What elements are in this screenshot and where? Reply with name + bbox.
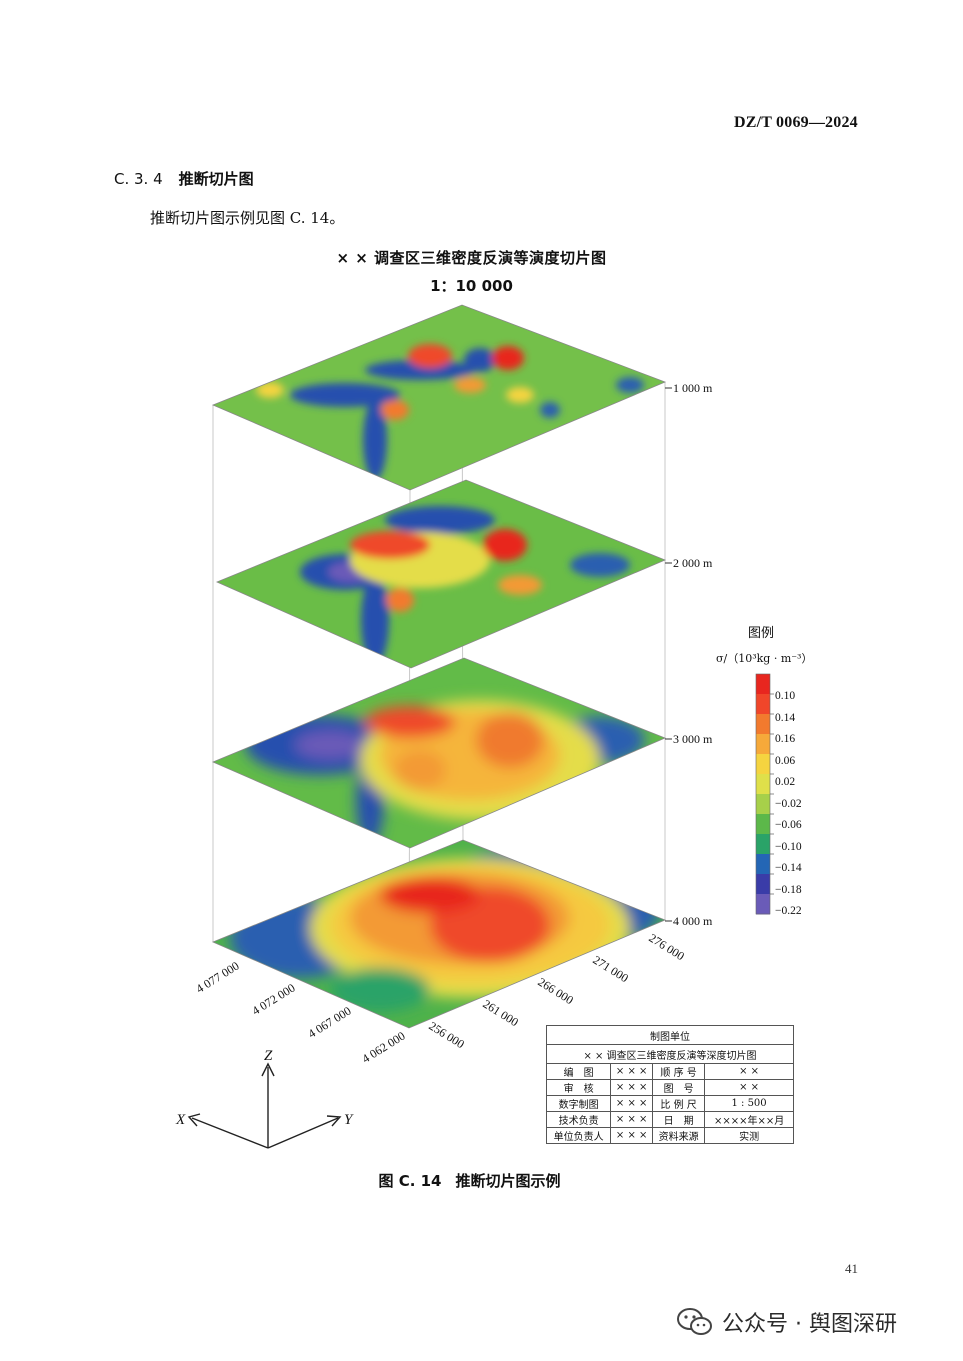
legend-label: −0.06 (775, 819, 802, 831)
watermark-text: 公众号 · 舆图深研 (722, 1312, 897, 1337)
legend-label: −0.22 (775, 905, 802, 917)
figure-caption: 图 C. 14 推断切片图示例 (0, 1170, 951, 1191)
info-table-cell: 顺 序 号 (652, 1063, 706, 1080)
watermark: 公众号 · 舆图深研 (676, 1306, 897, 1338)
depth-label-3000: 3 000 m (673, 732, 713, 746)
page-number: 41 (845, 1261, 858, 1276)
info-table-cell: 日 期 (652, 1111, 706, 1128)
x-tick-label: 4 062 000 (359, 1029, 407, 1066)
info-table-cell: 资料来源 (652, 1127, 706, 1144)
depth-label-2000: 2 000 m (673, 556, 713, 570)
wechat-icon (677, 1308, 712, 1335)
info-table-cell: × × (704, 1063, 794, 1080)
axis-letter-y: Y (344, 1112, 354, 1128)
info-table-cell: × × × (610, 1111, 654, 1128)
axis-letter-x: X (175, 1112, 186, 1128)
x-tick-label: 4 067 000 (305, 1004, 353, 1041)
legend-label: 0.06 (775, 754, 796, 767)
legend-labels: 0.10 0.14 0.16 0.06 0.02 −0.02 −0.06 −0.10 −0.14… (775, 686, 802, 923)
info-table-row: 单位负责人 × × × 资料来源 实测 (545, 1127, 794, 1144)
legend-swatch (756, 734, 770, 755)
info-table-cell: 图 号 (652, 1079, 706, 1096)
caption-title: 推断切片图示例 (455, 1172, 561, 1190)
info-table-subheader: × × 调查区三维密度反演等深度切片图 (546, 1044, 794, 1064)
legend-label: −0.02 (775, 797, 802, 810)
info-table-cell: 实测 (704, 1127, 794, 1144)
section-heading: C. 3. 4 推断切片图 (114, 168, 254, 189)
axis-indicator (187, 1062, 342, 1149)
y-tick-label: 256 000 (426, 1019, 466, 1052)
caption-number: 图 C. 14 (378, 1172, 442, 1190)
density-slice-1000m (211, 304, 667, 491)
density-slice-4000m (211, 839, 667, 1029)
info-table-cell: 审 核 (545, 1079, 612, 1096)
legend-swatch (756, 694, 770, 715)
legend-swatch (756, 874, 770, 895)
info-table-cell: 数字制图 (545, 1095, 612, 1112)
density-slice-3000m (211, 657, 667, 849)
info-table-row: 技术负责 × × × 日 期 ××××年××月 (545, 1111, 794, 1128)
legend-label: 0.16 (775, 733, 796, 745)
legend-swatch (756, 714, 770, 735)
depth-label-1000: 1 000 m (673, 381, 713, 395)
legend-label: 0.10 (775, 690, 796, 702)
figure-scale: 1：10 000 (430, 277, 513, 295)
section-title: 推断切片图 (178, 170, 254, 188)
legend-label: −0.18 (775, 883, 802, 896)
figure-title: × × 调查区三维密度反演等演度切片图 (336, 249, 607, 267)
legend-label: −0.10 (775, 840, 802, 853)
legend-label: 0.14 (775, 711, 796, 724)
legend-swatch (756, 754, 770, 775)
info-table-row: 编 图 × × × 顺 序 号 × × (545, 1063, 794, 1080)
info-table-cell: × × × (610, 1063, 654, 1080)
info-table-cell: 1 : 500 (704, 1095, 794, 1112)
info-table-cell: ××××年××月 (704, 1111, 794, 1128)
density-slice-2000m (215, 479, 667, 669)
depth-ticks (665, 387, 672, 922)
legend-swatch (756, 854, 770, 875)
standard-code: DZ/T 0069—2024 (734, 114, 858, 131)
legend-label: −0.14 (775, 862, 802, 874)
legend-label: 0.02 (775, 776, 796, 788)
depth-label-4000: 4 000 m (673, 914, 713, 928)
info-table-row: 审 核 × × × 图 号 × × (545, 1079, 794, 1096)
legend-color-bar (755, 673, 774, 915)
legend-swatch (756, 834, 770, 855)
info-table-cell: × × × (610, 1095, 654, 1112)
y-tick-label: 261 000 (480, 997, 520, 1030)
y-tick-label: 271 000 (590, 953, 630, 986)
info-table-cell: 单位负责人 (545, 1127, 612, 1144)
info-table-cell: 编 图 (545, 1063, 612, 1080)
body-paragraph: 推断切片图示例见图 C. 14。 (150, 209, 345, 227)
legend-swatch (756, 894, 770, 915)
axis-letter-z: Z (264, 1048, 273, 1064)
legend-swatch (756, 774, 770, 795)
y-tick-label: 266 000 (535, 975, 575, 1008)
y-tick-label: 276 000 (646, 931, 686, 964)
info-table-cell: 比 例 尺 (652, 1095, 706, 1112)
info-table-header: 制图单位 (546, 1025, 794, 1045)
legend-swatch (756, 794, 770, 815)
info-table-cell: × × × (610, 1079, 654, 1096)
x-tick-label: 4 077 000 (193, 959, 241, 996)
legend-swatch (756, 674, 770, 695)
legend-unit: σ/（10³kg · m⁻³） (716, 652, 813, 665)
info-table-cell: × × × (610, 1127, 654, 1144)
map-info-table: 制图单位 × × 调查区三维密度反演等深度切片图 编 图 × × × 顺 序 号 × … (545, 1025, 794, 1144)
info-table-cell: 技术负责 (545, 1111, 612, 1128)
section-number: C. 3. 4 (114, 170, 163, 188)
x-tick-label: 4 072 000 (249, 981, 297, 1018)
info-table-cell: × × (704, 1079, 794, 1096)
legend-swatch (756, 814, 770, 835)
legend-title: 图例 (748, 626, 775, 641)
